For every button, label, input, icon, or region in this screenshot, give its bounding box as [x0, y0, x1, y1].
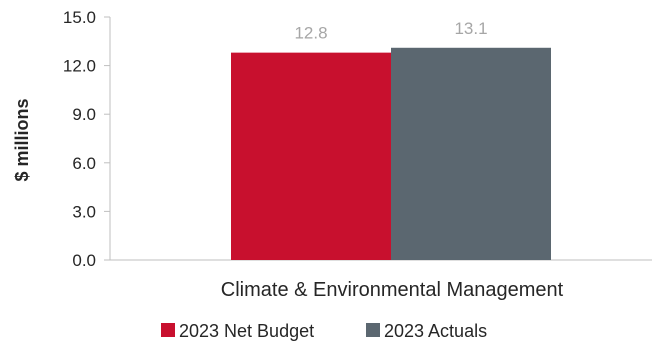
bars	[231, 47, 551, 260]
y-tick-label: 15.0	[63, 8, 96, 27]
data-label: 12.8	[294, 24, 327, 43]
y-tick-label: 9.0	[72, 105, 96, 124]
y-tick-label: 0.0	[72, 251, 96, 270]
legend-swatch	[366, 323, 380, 337]
data-labels: 12.8 13.1	[294, 19, 487, 43]
y-tick-label: 3.0	[72, 202, 96, 221]
legend-label: 2023 Actuals	[384, 321, 487, 341]
legend-label: 2023 Net Budget	[179, 321, 314, 341]
category-label: Climate & Environmental Management	[221, 279, 564, 301]
bar-2023-net-budget	[231, 52, 391, 260]
y-tick-label: 12.0	[63, 57, 96, 76]
y-axis-ticks: 0.0 3.0 6.0 9.0 12.0 15.0	[63, 8, 110, 270]
bar-2023-actuals	[391, 47, 551, 260]
legend: 2023 Net Budget 2023 Actuals	[161, 321, 487, 341]
legend-swatch	[161, 323, 175, 337]
y-tick-label: 6.0	[72, 154, 96, 173]
data-label: 13.1	[454, 19, 487, 38]
y-axis-title: $ millions	[12, 98, 32, 181]
